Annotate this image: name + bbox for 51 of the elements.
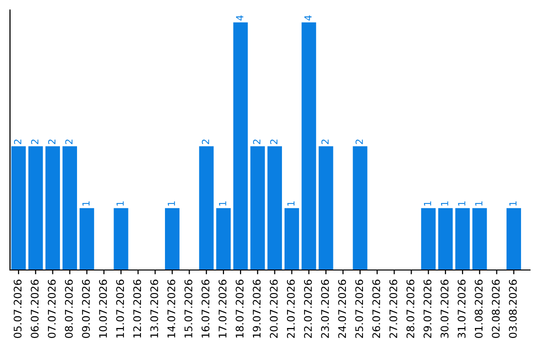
data-label: 1 xyxy=(458,201,466,206)
data-label: 1 xyxy=(219,201,226,206)
x-tick-label: 26.07.2026 xyxy=(372,280,380,338)
data-label: 1 xyxy=(441,201,448,206)
x-tick-label: 02.08.2026 xyxy=(492,280,500,338)
x-tick-label: 28.07.2026 xyxy=(406,280,414,338)
x-tick-label: 17.07.2026 xyxy=(218,280,226,338)
x-tick-label: 16.07.2026 xyxy=(202,280,210,338)
x-tick-label: 14.07.2026 xyxy=(167,280,176,338)
data-label: 4 xyxy=(236,15,244,21)
data-label: 2 xyxy=(48,140,56,144)
x-tick-label: 11.07.2026 xyxy=(116,280,124,338)
x-tick-label: 19.07.2026 xyxy=(252,280,261,338)
x-tick-label: 13.07.2026 xyxy=(150,280,158,338)
data-label: 2 xyxy=(202,140,210,144)
x-tick-label: 27.07.2026 xyxy=(389,280,398,338)
x-tick-label: 03.08.2026 xyxy=(508,280,517,338)
data-label: 1 xyxy=(509,201,516,206)
data-label: 1 xyxy=(82,201,90,206)
data-label: 4 xyxy=(304,15,312,21)
data-label: 2 xyxy=(31,140,38,144)
x-tick-label: 24.07.2026 xyxy=(338,280,346,338)
x-tick-label: 08.07.2026 xyxy=(64,280,73,338)
data-label: 1 xyxy=(287,201,294,206)
x-tick-label: 05.07.2026 xyxy=(14,280,22,338)
data-label: 2 xyxy=(253,140,260,144)
x-tick-label: 12.07.2026 xyxy=(133,280,142,338)
x-tick-label: 18.07.2026 xyxy=(236,280,244,338)
data-label: 2 xyxy=(321,140,329,144)
x-tick-label: 01.08.2026 xyxy=(474,280,483,338)
x-tick-label: 21.07.2026 xyxy=(286,280,295,338)
x-tick-label: 29.07.2026 xyxy=(424,280,432,338)
x-tick-label: 31.07.2026 xyxy=(458,280,466,338)
x-tick-label: 23.07.2026 xyxy=(321,280,329,338)
data-label: 2 xyxy=(356,140,363,144)
x-tick-label: 06.07.2026 xyxy=(30,280,39,338)
data-label: 1 xyxy=(424,201,432,206)
data-label: 2 xyxy=(270,140,278,144)
x-tick-label: 30.07.2026 xyxy=(440,280,448,338)
x-tick-label: 09.07.2026 xyxy=(82,280,90,338)
data-label: 2 xyxy=(65,140,72,144)
data-label: 2 xyxy=(14,140,22,144)
x-tick-label: 10.07.2026 xyxy=(99,280,107,338)
x-tick-label: 15.07.2026 xyxy=(184,280,192,338)
data-label: 1 xyxy=(116,201,124,206)
data-label: 1 xyxy=(168,201,175,206)
x-tick-label: 22.07.2026 xyxy=(304,280,312,338)
x-tick-label: 20.07.2026 xyxy=(270,280,278,338)
x-tick-label: 07.07.2026 xyxy=(48,280,56,338)
x-tick-label: 25.07.2026 xyxy=(355,280,364,338)
data-label: 1 xyxy=(475,201,482,206)
